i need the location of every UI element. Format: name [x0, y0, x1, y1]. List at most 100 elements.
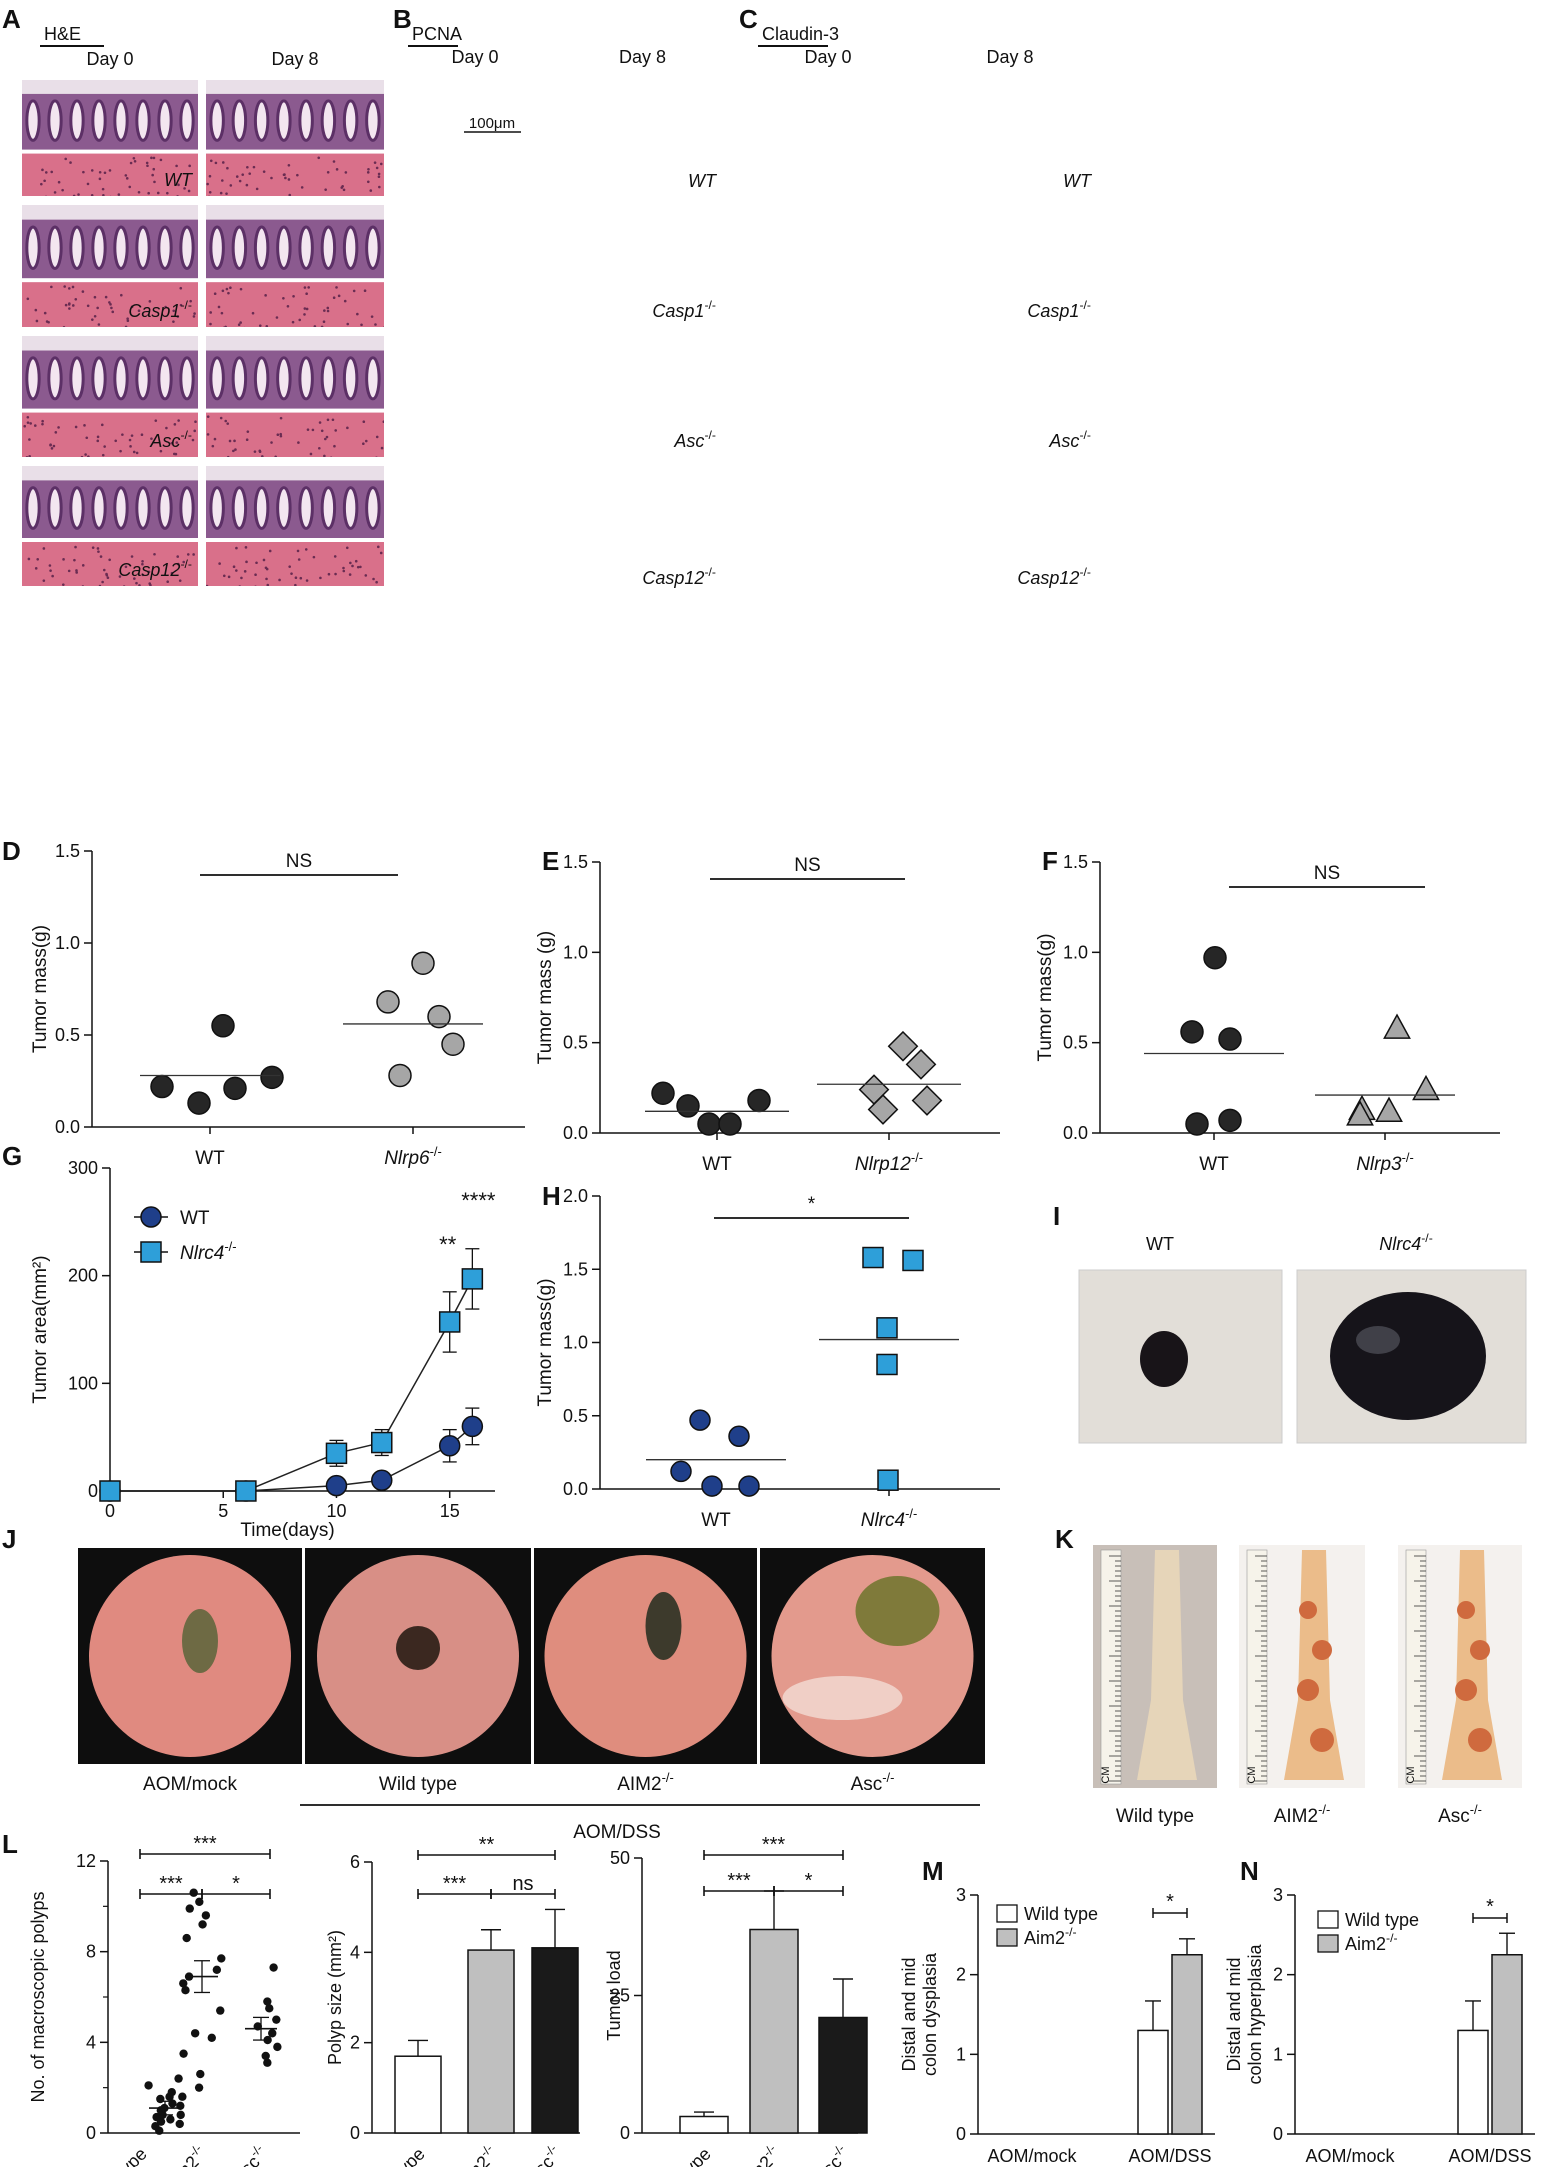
chart-L1: L 0 4 8 12 No. of macroscopic polyps Wild type… — [2, 1829, 300, 2167]
panel-letter: G — [2, 1141, 22, 1171]
x-category-label: AOM/mock — [1305, 2146, 1395, 2166]
panel-panelC: C Claudin-3 Day 0 Day 8 WT Casp1-/- Asc-/- Casp… — [737, 4, 1093, 588]
micrograph — [737, 331, 917, 458]
x-tick-label: 15 — [440, 1501, 460, 1521]
data-point — [1375, 1096, 1403, 1122]
y-tick-label: 2 — [350, 2033, 360, 2053]
y-tick-label: 0.0 — [563, 1479, 588, 1499]
data-point — [441, 1032, 465, 1056]
data-point — [427, 1004, 451, 1029]
data-point — [371, 1431, 393, 1454]
data-point — [223, 1076, 247, 1101]
y-tick-label: 300 — [68, 1158, 98, 1178]
significance-label: NS — [794, 855, 820, 876]
ruler-unit: CM — [1405, 1766, 1417, 1783]
y-tick-label: 0.5 — [55, 1025, 80, 1045]
x-category-label: Aim2-/- — [731, 2142, 784, 2167]
y-tick-label: 8 — [86, 1942, 96, 1962]
data-point — [189, 1888, 198, 1897]
y-axis-label: Distal and midcolon dysplasia — [899, 1952, 940, 2076]
data-point — [1203, 946, 1227, 970]
data-point — [187, 1091, 211, 1115]
data-point — [263, 1997, 272, 2006]
data-point — [268, 2029, 277, 2038]
x-category-label: Asc-/- — [808, 2142, 854, 2167]
data-point — [651, 1081, 675, 1106]
y-tick-label: 0.0 — [1063, 1123, 1088, 1143]
significance-label: ns — [512, 1873, 533, 1895]
bar — [1491, 1954, 1523, 2135]
y-axis-label: No. of macroscopic polyps — [28, 1891, 48, 2102]
data-point — [718, 1112, 742, 1136]
y-tick-label: 3 — [956, 1885, 966, 1905]
ruler — [1246, 1549, 1268, 1785]
data-point — [461, 1415, 484, 1438]
chart-N: N 0 1 2 3 Distal and midcolon hyperplasia AOM/… — [1224, 1856, 1535, 2166]
micrograph — [206, 205, 384, 327]
x-category-label: Nlrp12-/- — [855, 1150, 923, 1175]
genotype-label: WT — [164, 170, 194, 190]
data-point — [862, 1246, 884, 1269]
significance-label: *** — [727, 1870, 751, 1892]
panel-I: I WT Nlrc4-/- — [1053, 1201, 1527, 1444]
x-tick-label: 10 — [326, 1501, 346, 1521]
data-point — [728, 1425, 750, 1448]
column-header: Day 0 — [804, 47, 851, 67]
data-point — [1185, 1112, 1209, 1136]
legend-swatch — [1317, 1910, 1339, 1929]
panel-letter: F — [1042, 846, 1058, 876]
micrograph — [206, 336, 384, 457]
colon-tissue — [1442, 1550, 1502, 1780]
y-tick-label: 2 — [1273, 1965, 1283, 1985]
polyp — [1455, 1679, 1477, 1701]
bar — [394, 2055, 442, 2134]
y-axis-label: Tumor mass(g) — [30, 925, 51, 1053]
legend-label: Nlrc4-/- — [180, 1239, 237, 1264]
genotype-label: Asc-/- — [1048, 428, 1091, 451]
legend-label: Wild type — [1345, 1910, 1419, 1930]
data-point — [265, 2004, 274, 2013]
x-category-label: AOM/DSS — [1448, 2146, 1531, 2166]
data-point — [179, 2049, 188, 2058]
micrograph — [22, 336, 198, 457]
tumor-image — [1140, 1331, 1188, 1387]
significance-label: NS — [286, 851, 312, 872]
x-tick-label: 5 — [218, 1501, 228, 1521]
data-point — [174, 2074, 183, 2083]
data-point — [194, 2083, 204, 2092]
panel-letter: M — [922, 1856, 944, 1886]
data-point — [676, 1094, 700, 1118]
data-point — [273, 2042, 282, 2052]
data-point — [902, 1249, 924, 1272]
data-point — [151, 2122, 160, 2131]
colon-tissue — [1137, 1550, 1197, 1780]
data-point — [217, 1954, 226, 1963]
y-tick-label: 100 — [68, 1373, 98, 1393]
colon-label: Wild type — [1116, 1806, 1194, 1827]
y-tick-label: 1.5 — [1063, 852, 1088, 872]
significance-label: * — [1166, 1891, 1174, 1913]
genotype-label: Casp12-/- — [118, 557, 192, 580]
x-category-label: Asc-/- — [226, 2142, 272, 2167]
x-category-label: WT — [701, 1510, 731, 1531]
bar — [531, 1947, 579, 2134]
polyp — [1310, 1728, 1334, 1752]
data-point — [167, 2088, 176, 2097]
data-point — [207, 2033, 216, 2043]
micrograph — [22, 466, 198, 586]
y-tick-label: 0.0 — [563, 1123, 588, 1143]
micrograph — [392, 202, 558, 328]
significance-label: *** — [159, 1873, 183, 1895]
x-category-label: WT — [195, 1148, 225, 1169]
data-point — [185, 1904, 194, 1913]
y-tick-label: 1.5 — [55, 841, 80, 861]
micrograph — [206, 466, 384, 586]
data-point — [411, 951, 435, 975]
data-point — [461, 1268, 484, 1290]
data-point — [196, 2069, 205, 2079]
y-axis-label: Tumor mass (g) — [535, 931, 556, 1064]
x-category-label: Wild type — [648, 2144, 714, 2167]
data-point — [263, 2058, 272, 2067]
y-axis-label: Tumor area(mm²) — [30, 1255, 51, 1403]
